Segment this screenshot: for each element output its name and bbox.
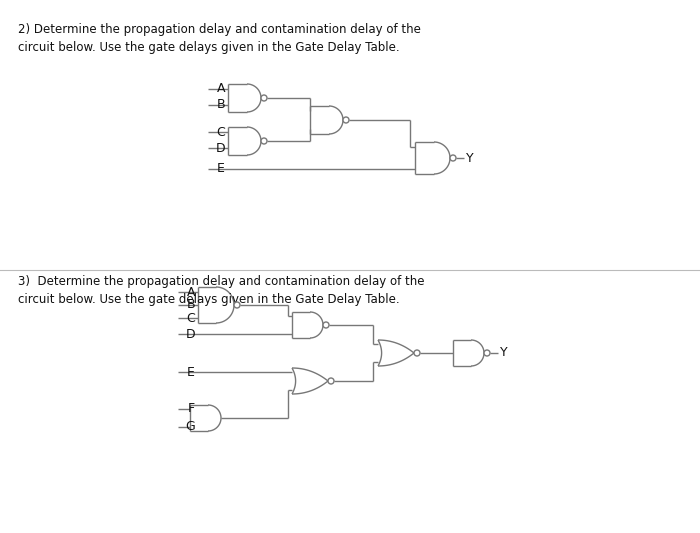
Text: E: E xyxy=(187,366,195,378)
Circle shape xyxy=(261,138,267,144)
Text: A: A xyxy=(186,286,195,298)
Text: G: G xyxy=(186,421,195,433)
Circle shape xyxy=(450,155,456,161)
Text: 3)  Determine the propagation delay and contamination delay of the
circuit below: 3) Determine the propagation delay and c… xyxy=(18,275,424,306)
Circle shape xyxy=(328,378,334,384)
Circle shape xyxy=(414,350,420,356)
Text: A: A xyxy=(216,83,225,95)
Text: C: C xyxy=(216,125,225,139)
Text: F: F xyxy=(188,402,195,416)
Text: Y: Y xyxy=(466,151,474,165)
Text: D: D xyxy=(216,141,225,155)
Text: B: B xyxy=(216,99,225,111)
Text: B: B xyxy=(186,298,195,311)
Circle shape xyxy=(343,117,349,123)
Circle shape xyxy=(234,302,240,308)
Text: C: C xyxy=(186,311,195,325)
Circle shape xyxy=(323,322,329,328)
Text: Y: Y xyxy=(500,346,507,359)
Text: D: D xyxy=(186,327,195,341)
Text: E: E xyxy=(217,163,225,175)
Text: 2) Determine the propagation delay and contamination delay of the
circuit below.: 2) Determine the propagation delay and c… xyxy=(18,23,421,54)
Circle shape xyxy=(484,350,490,356)
Circle shape xyxy=(261,95,267,101)
